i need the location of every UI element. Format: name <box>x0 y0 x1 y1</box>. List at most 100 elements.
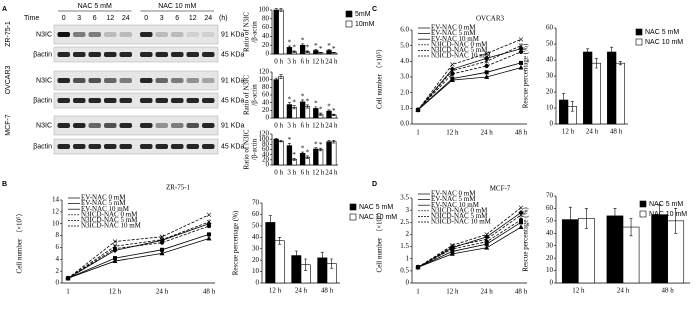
bar <box>274 240 285 284</box>
y-tick-label: 50 <box>546 40 554 48</box>
x-tick-label: 12 h <box>572 287 585 295</box>
x-tick-label: 1 <box>416 129 420 137</box>
series-line <box>417 212 522 268</box>
bar <box>286 145 293 166</box>
y-tick-label: 80 <box>262 83 270 91</box>
marker <box>112 246 118 251</box>
y-tick-label: 10 <box>52 219 60 227</box>
blot-band <box>88 52 101 57</box>
blot-band <box>88 144 101 149</box>
blot-band <box>155 52 168 57</box>
y-tick-label: 40 <box>262 150 270 158</box>
error-bar <box>301 99 305 105</box>
series-line <box>417 219 522 268</box>
legend-label: 10mM <box>355 21 375 28</box>
y-tick-label: 1 <box>406 254 410 262</box>
legend-label: EV-NAC 0 mM <box>431 24 476 32</box>
error-bar <box>304 258 308 271</box>
x-tick-label: 1 <box>66 288 70 296</box>
y-axis-label: Ratio of N3IC <box>243 12 251 52</box>
blot-band <box>140 144 153 149</box>
series-line <box>417 207 522 268</box>
legend-label: EV-NAC 5 mM <box>431 195 476 203</box>
y-tick-label: 5.0 <box>400 41 409 49</box>
legend-swatch <box>639 200 647 208</box>
x-tick-label: 12 h <box>269 287 282 295</box>
error-bar <box>319 112 323 116</box>
bar <box>273 9 279 55</box>
legend-label: N3ICD-NAC 10 mM <box>431 218 492 226</box>
error-bar <box>292 50 296 53</box>
blot-band <box>119 32 132 37</box>
blot-band <box>186 78 199 83</box>
legend-label: N3ICD-NAC 10 mM <box>431 52 492 60</box>
error-bar <box>279 8 283 12</box>
bar <box>265 222 276 284</box>
blot-band <box>73 52 86 57</box>
blot-band <box>155 78 168 83</box>
significance: * <box>319 141 323 149</box>
y-tick-label: 40 <box>262 98 270 106</box>
marker <box>206 212 212 218</box>
y-axis-label: Cell number （×10⁵） <box>16 210 24 274</box>
blot-band <box>119 144 132 149</box>
blot-band <box>104 78 117 83</box>
blot-band <box>155 123 168 128</box>
y-tick-label: 60 <box>262 23 270 31</box>
marker <box>518 64 524 70</box>
blot-strip <box>53 115 219 136</box>
blot-band <box>104 98 117 103</box>
blot-band <box>57 98 70 103</box>
x-tick-label: 48 h <box>515 288 528 296</box>
y-tick-label: 20 <box>262 155 270 163</box>
error-bar <box>568 206 572 233</box>
blot-band <box>140 123 153 128</box>
y-tick-label: 60 <box>262 91 270 99</box>
legend-label: EV-NAC 0 mM <box>81 194 126 202</box>
time-point: 3 <box>160 15 164 22</box>
marker <box>484 58 489 64</box>
marker <box>484 51 489 56</box>
series-line <box>417 221 522 268</box>
significance: * <box>301 36 305 44</box>
y-tick-label: 120 <box>259 68 270 76</box>
series-line <box>67 238 210 279</box>
y-tick-label: 1.0 <box>400 104 409 112</box>
blot-band <box>88 78 101 83</box>
x-tick-label: 0 h <box>274 122 283 130</box>
significance: * <box>314 140 318 148</box>
series-line <box>67 234 210 279</box>
y-tick-label: 0 <box>256 279 260 287</box>
error-bar <box>586 48 590 56</box>
y-tick-label: 10 <box>546 104 554 112</box>
y-tick-label: 70 <box>546 192 554 200</box>
blot-band <box>202 52 215 57</box>
blot-band <box>104 52 117 57</box>
condition-label: NAC 5 mM <box>78 3 112 10</box>
series-line <box>417 39 522 111</box>
marker <box>207 232 212 237</box>
y-axis-label: /β-actin <box>251 138 259 160</box>
y-tick-label: 2 <box>56 267 60 275</box>
marker <box>518 224 524 230</box>
significance: * <box>319 106 323 114</box>
error-bar <box>332 140 336 144</box>
legend-swatch <box>635 28 643 36</box>
time-label: Time <box>24 15 39 22</box>
bar <box>278 9 284 55</box>
y-axis-label: Rescue percentage (%) <box>522 43 530 108</box>
legend-label: EV-NAC 0 mM <box>431 190 476 198</box>
blot-band <box>140 98 153 103</box>
y-axis-label: Cell number （×10⁵） <box>376 209 384 273</box>
y-tick-label: 4.0 <box>400 57 409 65</box>
error-bar <box>268 215 272 230</box>
x-tick-label: 24 h <box>481 129 494 137</box>
bar <box>313 148 319 166</box>
y-tick-label: 100 <box>259 135 270 143</box>
y-axis-label: /β-actin <box>251 84 259 106</box>
time-point: 3 <box>77 15 81 22</box>
legend-swatch <box>349 213 357 221</box>
x-tick-label: 24 h <box>481 288 494 296</box>
y-tick-label: 80 <box>262 14 270 22</box>
